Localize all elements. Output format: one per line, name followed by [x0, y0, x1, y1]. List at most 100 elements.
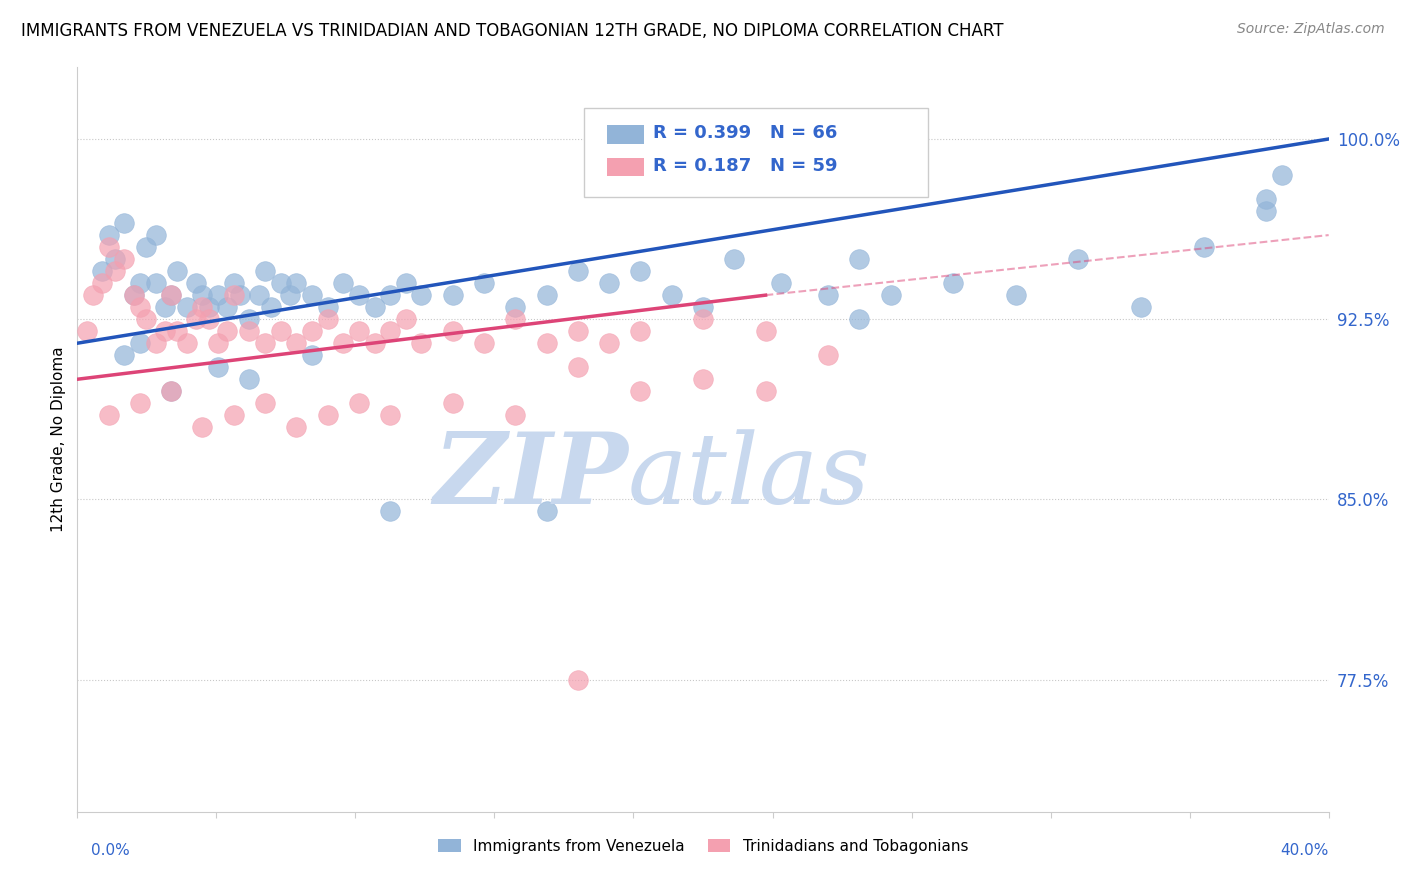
Point — [630, 384, 652, 399]
Point — [692, 372, 714, 386]
Point — [104, 264, 127, 278]
Point — [145, 228, 167, 243]
Point — [270, 324, 292, 338]
Point — [1192, 240, 1215, 254]
Point — [112, 216, 135, 230]
Point — [186, 312, 208, 326]
Point — [238, 372, 260, 386]
Point — [207, 336, 229, 351]
Point — [347, 396, 370, 410]
Point — [316, 312, 339, 326]
Point — [770, 276, 793, 290]
Point — [630, 324, 652, 338]
Point — [1254, 192, 1277, 206]
Point — [1271, 168, 1294, 182]
Point — [567, 360, 589, 375]
Point — [129, 276, 152, 290]
Legend: Immigrants from Venezuela, Trinidadians and Tobagonians: Immigrants from Venezuela, Trinidadians … — [432, 832, 974, 860]
Point — [229, 288, 252, 302]
Point — [153, 324, 176, 338]
Point — [363, 300, 385, 314]
Point — [880, 288, 903, 302]
Bar — [606, 158, 644, 177]
Text: Source: ZipAtlas.com: Source: ZipAtlas.com — [1237, 22, 1385, 37]
Point — [817, 288, 839, 302]
Point — [82, 288, 104, 302]
Point — [567, 673, 589, 687]
Point — [153, 300, 176, 314]
Y-axis label: 12th Grade, No Diploma: 12th Grade, No Diploma — [51, 346, 66, 533]
Point — [395, 276, 418, 290]
Point — [692, 312, 714, 326]
Text: 0.0%: 0.0% — [91, 843, 131, 858]
Point — [503, 300, 526, 314]
Point — [207, 360, 229, 375]
Point — [145, 336, 167, 351]
Point — [378, 288, 402, 302]
Bar — [606, 125, 644, 144]
Point — [222, 409, 245, 423]
Point — [217, 300, 239, 314]
Point — [135, 312, 157, 326]
Point — [754, 324, 776, 338]
Point — [253, 336, 276, 351]
Point — [1067, 252, 1090, 266]
Point — [247, 288, 270, 302]
Point — [395, 312, 418, 326]
Point — [191, 300, 214, 314]
Text: 40.0%: 40.0% — [1281, 843, 1329, 858]
Point — [270, 276, 292, 290]
Point — [186, 276, 208, 290]
Point — [316, 409, 339, 423]
Point — [160, 288, 183, 302]
Point — [536, 504, 558, 518]
Point — [503, 409, 526, 423]
Point — [253, 396, 276, 410]
Point — [166, 324, 188, 338]
Point — [97, 409, 120, 423]
Point — [301, 348, 323, 362]
Point — [661, 288, 683, 302]
Point — [378, 409, 402, 423]
Point — [122, 288, 145, 302]
Point — [176, 300, 198, 314]
Point — [191, 288, 214, 302]
Point — [278, 288, 301, 302]
Point — [441, 288, 464, 302]
Point — [723, 252, 745, 266]
Point — [112, 348, 135, 362]
Point — [301, 288, 323, 302]
Point — [347, 288, 370, 302]
Point — [285, 420, 308, 434]
Point — [160, 288, 183, 302]
Point — [1254, 204, 1277, 219]
Point — [411, 288, 433, 302]
Point — [411, 336, 433, 351]
Point — [112, 252, 135, 266]
Point — [363, 336, 385, 351]
Point — [848, 312, 870, 326]
Point — [441, 396, 464, 410]
Text: atlas: atlas — [628, 429, 870, 524]
Point — [217, 324, 239, 338]
Point — [285, 336, 308, 351]
Point — [197, 300, 219, 314]
Point — [1004, 288, 1026, 302]
Point — [122, 288, 145, 302]
Point — [129, 300, 152, 314]
Point — [472, 276, 495, 290]
Point — [378, 504, 402, 518]
Point — [598, 276, 620, 290]
Point — [91, 276, 114, 290]
Point — [754, 384, 776, 399]
Text: ZIP: ZIP — [433, 428, 628, 524]
Point — [347, 324, 370, 338]
Point — [135, 240, 157, 254]
Point — [129, 336, 152, 351]
Point — [441, 324, 464, 338]
Point — [848, 252, 870, 266]
Point — [91, 264, 114, 278]
Point — [285, 276, 308, 290]
Point — [942, 276, 965, 290]
Point — [145, 276, 167, 290]
